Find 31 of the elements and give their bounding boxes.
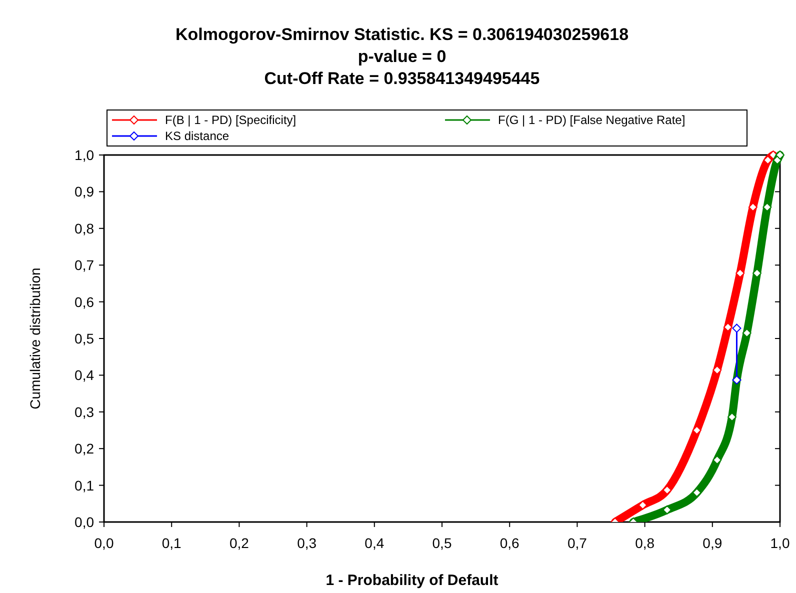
x-tick-label: 1,0 [770, 535, 790, 551]
y-tick-label: 0,0 [74, 514, 94, 530]
y-tick-label: 0,4 [74, 367, 94, 384]
x-tick-label: 0,0 [94, 535, 114, 551]
y-tick-label: 0,1 [74, 477, 94, 494]
point [776, 150, 784, 160]
y-tick-label: 0,6 [74, 294, 94, 310]
x-tick-label: 0,1 [162, 535, 182, 551]
x-tick-label: 0,7 [567, 535, 588, 551]
y-tick-label: 0,3 [74, 404, 94, 420]
legend-label: F(G | 1 - PD) [False Negative Rate] [498, 113, 686, 127]
legend-label: F(B | 1 - PD) [Specificity] [165, 113, 296, 127]
y-tick-label: 1,0 [74, 147, 94, 163]
y-tick-label: 0,9 [74, 184, 94, 200]
x-tick-label: 0,3 [297, 535, 317, 551]
x-tick-label: 0,5 [432, 535, 452, 551]
y-tick-label: 0,5 [74, 330, 94, 346]
y-axis-title: Cumulative distribution [27, 268, 43, 410]
point [732, 324, 742, 333]
x-tick-label: 0,9 [702, 535, 722, 551]
y-tick-label: 0,7 [74, 257, 94, 274]
x-tick-label: 0,8 [635, 535, 655, 551]
legend-label: KS distance [165, 129, 230, 143]
chart-title: Kolmogorov-Smirnov Statistic. KS = 0.306194030259618 p-value = 0 Cut-Off Rate = 0.935841349495445 [175, 25, 629, 88]
x-tick-label: 0,6 [500, 535, 520, 551]
y-tick-label: 0,2 [74, 440, 94, 457]
y-tick-label: 0,8 [74, 220, 94, 236]
point [638, 500, 648, 510]
x-axis-title: 1 - Probability of Default [326, 572, 498, 589]
x-tick-label: 0,2 [229, 535, 250, 551]
x-tick-label: 0,4 [364, 535, 384, 551]
